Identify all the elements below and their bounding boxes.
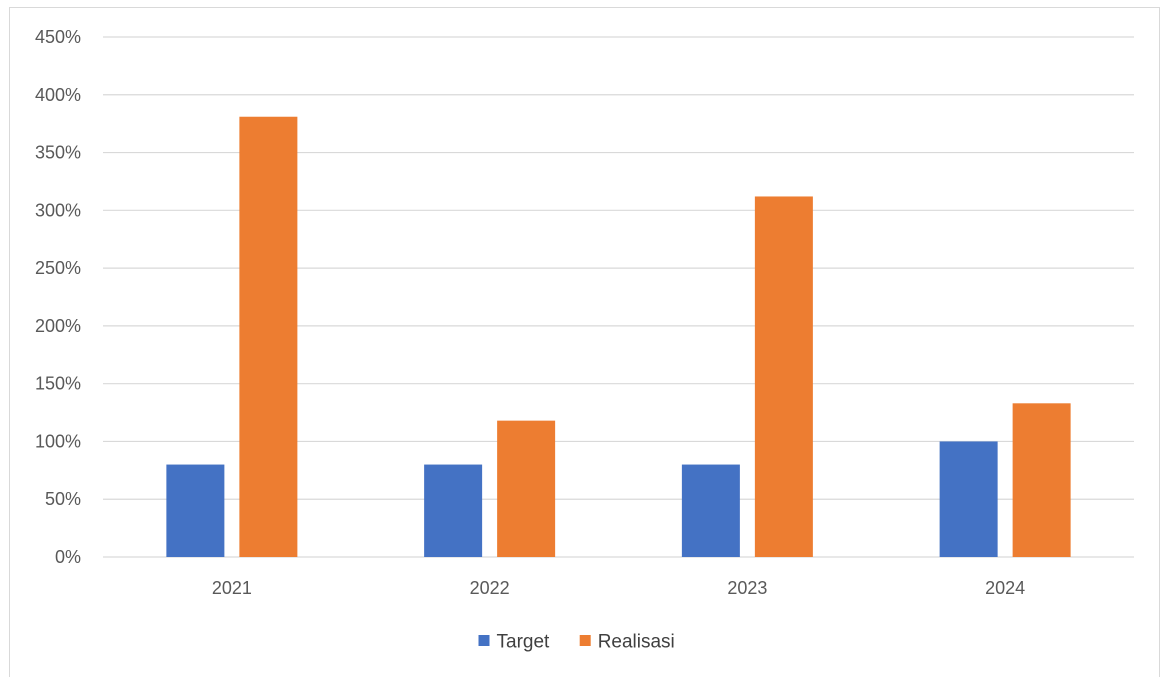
y-tick-label: 250%	[35, 258, 81, 278]
bar-realisasi-2021	[239, 116, 298, 557]
bar-target-2022	[424, 464, 483, 557]
bar-target-2021	[166, 464, 225, 557]
bar-target-2024	[939, 441, 998, 557]
y-tick-label: 200%	[35, 316, 81, 336]
legend-swatch-realisasi	[579, 635, 591, 646]
chart-frame	[9, 7, 1160, 677]
y-tick-label: 300%	[35, 200, 81, 220]
y-tick-label: 100%	[35, 431, 81, 451]
x-axis-tick-labels: 2021 2022 2023 2024	[212, 578, 1025, 598]
bar-target-2023	[681, 464, 740, 557]
bar-realisasi-2023	[754, 196, 813, 557]
x-tick-label: 2024	[985, 578, 1025, 598]
y-tick-label: 400%	[35, 85, 81, 105]
legend-label-realisasi: Realisasi	[598, 632, 675, 653]
x-tick-label: 2023	[727, 578, 767, 598]
x-tick-label: 2022	[470, 578, 510, 598]
y-tick-label: 0%	[55, 547, 81, 567]
legend: Target Realisasi	[478, 632, 675, 653]
y-tick-label: 150%	[35, 374, 81, 394]
y-tick-label: 350%	[35, 143, 81, 163]
legend-label-target: Target	[497, 632, 551, 653]
bar-realisasi-2024	[1012, 403, 1071, 557]
bars	[166, 116, 1071, 557]
y-tick-label: 450%	[35, 27, 81, 47]
legend-swatch-target	[478, 635, 490, 646]
y-tick-label: 50%	[45, 489, 81, 509]
x-tick-label: 2021	[212, 578, 252, 598]
y-axis-tick-labels: 0% 50% 100% 150% 200% 250% 300% 350% 400% 450%	[35, 27, 81, 567]
bar-realisasi-2022	[497, 420, 556, 557]
